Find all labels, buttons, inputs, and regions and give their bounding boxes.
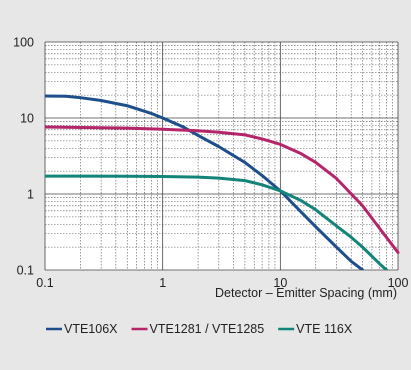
- x-tick-label: 0.1: [36, 276, 53, 290]
- grid-layer: [44, 41, 399, 271]
- y-tick-label: 0.1: [17, 264, 34, 278]
- y-tick-label: 10: [20, 112, 34, 126]
- legend-item: VTE106X: [46, 322, 118, 336]
- legend-label: VTE1281 / VTE1285: [150, 322, 265, 336]
- legend-item: VTE1281 / VTE1285: [131, 322, 265, 336]
- legend-label: VTE 116X: [296, 322, 353, 336]
- x-tick-label: 100: [388, 276, 409, 290]
- series-line-3: [45, 174, 389, 270]
- series-line-2: [45, 125, 400, 254]
- x-axis-label: Detector – Emitter Spacing (mm): [215, 286, 397, 300]
- y-tick-label: 1: [27, 188, 34, 202]
- plot-area: [45, 42, 398, 270]
- y-tick-label: 100: [13, 36, 34, 50]
- x-tick-label: 1: [159, 276, 166, 290]
- tick-label-layer: 0.1 1 10 100 0.1 1 10 100: [13, 36, 408, 291]
- series-layer: [45, 94, 400, 270]
- legend: VTE106X VTE1281 / VTE1285 VTE 116X: [46, 322, 353, 336]
- x-tick-label: 10: [273, 276, 287, 290]
- legend-label: VTE106X: [64, 322, 118, 336]
- legend-item: VTE 116X: [278, 322, 353, 336]
- series-line-1: [45, 94, 365, 270]
